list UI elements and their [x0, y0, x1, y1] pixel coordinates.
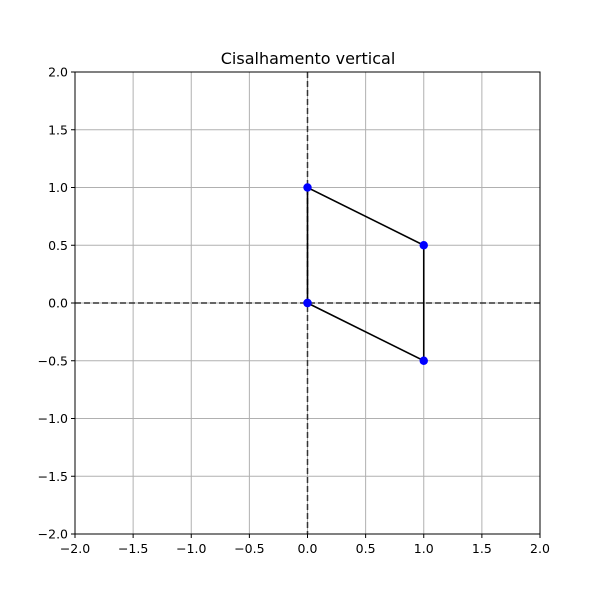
series-layer [303, 183, 428, 365]
x-tick-label: −1.0 [176, 541, 206, 556]
x-tick-label: 1.5 [472, 541, 492, 556]
y-tick-label: 1.5 [48, 122, 68, 137]
data-point-marker [303, 183, 312, 192]
y-tick-label: −1.0 [38, 411, 68, 426]
y-tick-label: 0.0 [48, 296, 68, 311]
axis-layer: −2.0 −1.5 −1.0 −0.5 0.0 0.5 1.0 1.5 2.0 −2.0 −1.5 −… [38, 65, 550, 557]
x-tick-label: 0.0 [298, 541, 318, 556]
y-tick-label: −1.5 [38, 469, 68, 484]
x-tick-label: −1.5 [118, 541, 148, 556]
x-tick-label: 2.0 [530, 541, 550, 556]
y-tick-label: 0.5 [48, 238, 68, 253]
y-tick-label: 2.0 [48, 65, 68, 80]
y-tick-label: −0.5 [38, 353, 68, 368]
x-tick-label: −2.0 [60, 541, 90, 556]
x-tick-label: −0.5 [234, 541, 264, 556]
data-point-marker [303, 298, 312, 308]
chart-title: Cisalhamento vertical [221, 49, 396, 68]
x-tick-label: 0.5 [356, 541, 376, 556]
data-point-marker [419, 356, 428, 365]
x-tick-label: 1.0 [414, 541, 434, 556]
y-tick-label: 1.0 [48, 180, 68, 195]
y-tick-label: −2.0 [38, 527, 68, 542]
data-point-marker [419, 241, 428, 250]
